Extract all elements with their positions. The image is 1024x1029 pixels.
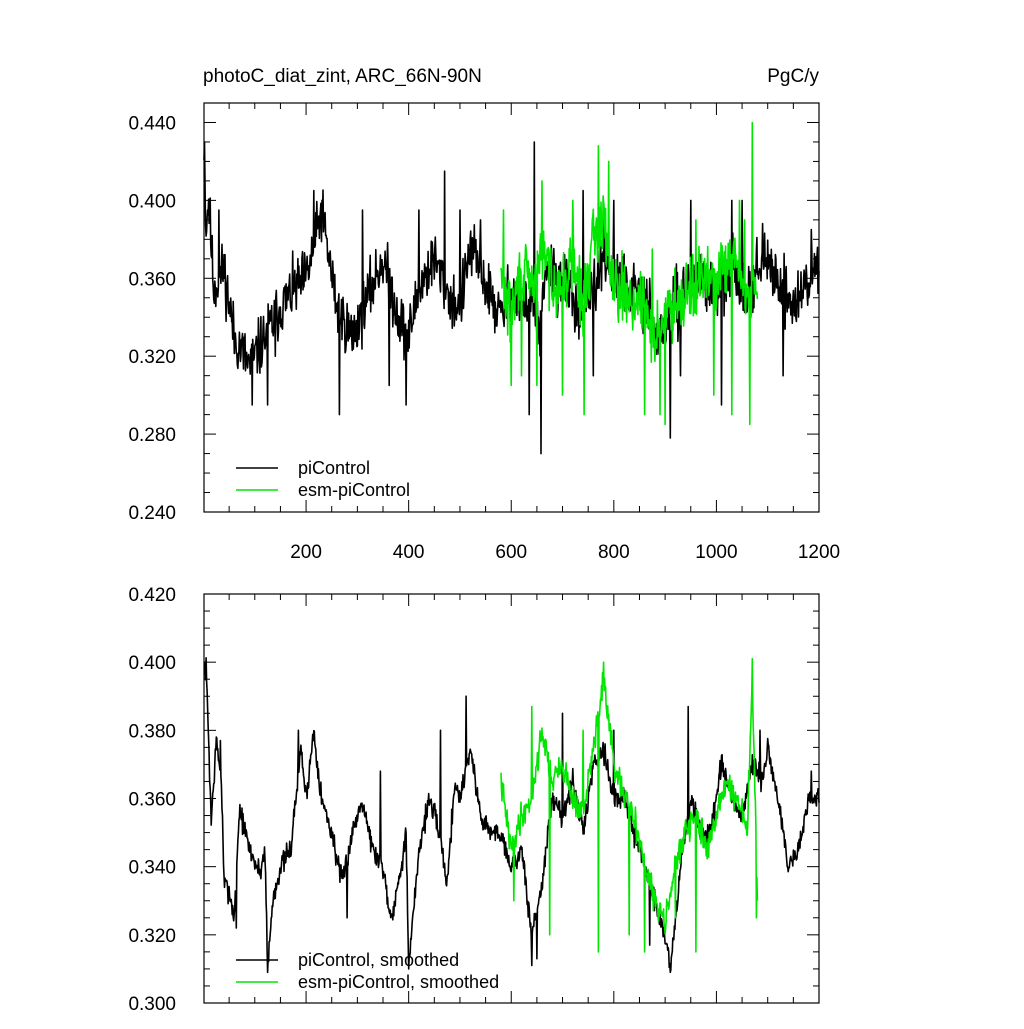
y-tick-label: 0.360 xyxy=(128,269,176,290)
series-line-esm-picontrol xyxy=(500,121,759,426)
y-tick-label: 0.320 xyxy=(128,926,176,947)
series-line-picontrol xyxy=(203,141,820,455)
x-tick-label: 400 xyxy=(393,542,425,563)
x-tick-label: 800 xyxy=(598,542,630,563)
y-tick-label: 0.380 xyxy=(128,721,176,742)
bottom-panel: 0.300 0.320 0.340 0.360 0.380 0.400 0.420 piCon… xyxy=(128,585,820,1015)
x-tick-label: 200 xyxy=(290,542,322,563)
legend-label: esm-piControl xyxy=(298,480,410,500)
legend-label: esm-piControl, smoothed xyxy=(298,972,499,992)
y-tick-label: 0.440 xyxy=(128,113,176,134)
top-panel: photoC_diat_zint, ARC_66N-90N PgC/y 0.24… xyxy=(128,66,840,563)
chart-title: photoC_diat_zint, ARC_66N-90N xyxy=(203,66,482,87)
legend-label: piControl xyxy=(298,458,370,478)
y-tick-label: 0.280 xyxy=(128,425,176,446)
y-tick-label: 0.320 xyxy=(128,347,176,368)
y-tick-label: 0.300 xyxy=(128,994,176,1015)
units-label: PgC/y xyxy=(767,66,819,87)
series-line-picontrol-smoothed xyxy=(203,657,820,974)
y-tick-label: 0.340 xyxy=(128,858,176,879)
y-tick-label: 0.240 xyxy=(128,503,176,524)
series-line-esm-picontrol-smoothed xyxy=(500,658,759,953)
y-tick-label: 0.420 xyxy=(128,585,176,606)
x-tick-label: 1000 xyxy=(695,542,737,563)
x-tick-label: 600 xyxy=(495,542,527,563)
legend-label: piControl, smoothed xyxy=(298,950,459,970)
x-tick-label: 1200 xyxy=(798,542,840,563)
y-tick-label: 0.400 xyxy=(128,191,176,212)
y-tick-label: 0.400 xyxy=(128,653,176,674)
y-tick-label: 0.360 xyxy=(128,790,176,811)
